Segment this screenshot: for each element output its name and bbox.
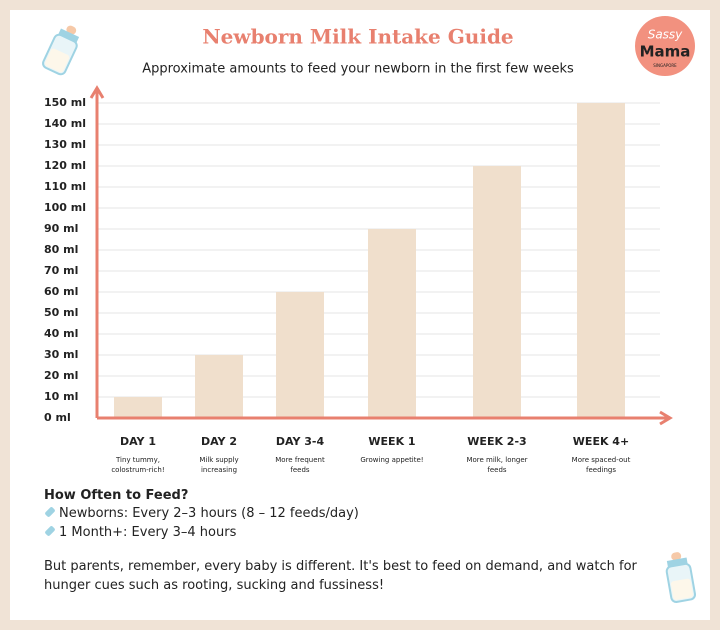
x-tick-label: DAY 1 xyxy=(120,435,156,448)
logo-text: Sassy xyxy=(648,28,683,42)
y-tick-label: 120 ml xyxy=(44,159,86,172)
footer-item: Newborns: Every 2–3 hours (8 – 12 feeds/… xyxy=(44,504,359,523)
y-tick-label: 140 ml xyxy=(44,117,86,130)
footer-heading: How Often to Feed? xyxy=(44,488,189,503)
x-tick-label: DAY 2 xyxy=(201,435,237,448)
y-tick-label: 30 ml xyxy=(44,348,78,361)
bar xyxy=(577,103,625,418)
bottle-icon xyxy=(665,552,697,603)
y-tick-label: 130 ml xyxy=(44,138,86,151)
y-axis-arrow xyxy=(89,85,105,99)
y-tick-label: 0 ml xyxy=(44,411,71,424)
bar xyxy=(368,229,416,418)
y-tick-label: 100 ml xyxy=(44,201,86,214)
title: Newborn Milk Intake Guide xyxy=(202,25,513,49)
y-tick-label: 70 ml xyxy=(44,264,78,277)
bottle-icon xyxy=(42,25,80,76)
category-note: Milk supply xyxy=(199,456,238,464)
x-tick-label: WEEK 1 xyxy=(368,435,415,448)
y-tick-label: 90 ml xyxy=(44,222,78,235)
category-note: More milk, longer xyxy=(466,456,527,464)
footer-item-text: Newborns: Every 2–3 hours (8 – 12 feeds/… xyxy=(59,506,359,521)
category-note: More spaced-out xyxy=(572,456,631,464)
y-tick-label: 110 ml xyxy=(44,180,86,193)
category-note: feedings xyxy=(586,466,616,474)
y-tick-label: 150 ml xyxy=(44,96,86,109)
footer-item: 1 Month+: Every 3–4 hours xyxy=(44,523,236,542)
category-note: Growing appetite! xyxy=(360,456,423,464)
bottle-emoji xyxy=(45,507,55,517)
logo: Sassy Mama SINGAPORE xyxy=(635,16,695,76)
footer-item-text: 1 Month+: Every 3–4 hours xyxy=(59,525,237,540)
logo-text: SINGAPORE xyxy=(653,63,677,68)
x-axis-arrow xyxy=(659,410,673,426)
bar xyxy=(473,166,521,418)
category-note: More frequent xyxy=(275,456,325,464)
subtitle: Approximate amounts to feed your newborn… xyxy=(142,62,574,77)
y-tick-label: 80 ml xyxy=(44,243,78,256)
category-note: colostrum-rich! xyxy=(111,466,164,474)
bar xyxy=(114,397,162,418)
bar xyxy=(276,292,324,418)
y-tick-label: 20 ml xyxy=(44,369,78,382)
x-tick-label: DAY 3-4 xyxy=(276,435,325,448)
bottle-emoji xyxy=(45,526,55,536)
category-note: feeds xyxy=(487,466,507,474)
category-note: feeds xyxy=(290,466,310,474)
y-tick-label: 10 ml xyxy=(44,390,78,403)
logo-circle xyxy=(635,16,695,76)
y-tick-label: 60 ml xyxy=(44,285,78,298)
category-note: increasing xyxy=(201,466,237,474)
x-tick-label: WEEK 2-3 xyxy=(467,435,526,448)
bar xyxy=(195,355,243,418)
x-tick-label: WEEK 4+ xyxy=(573,435,629,448)
footer-note: But parents, remember, every baby is dif… xyxy=(44,559,637,593)
category-note: Tiny tummy, xyxy=(115,456,160,464)
logo-text: Mama xyxy=(640,43,691,61)
y-tick-label: 50 ml xyxy=(44,306,78,319)
y-tick-label: 40 ml xyxy=(44,327,78,340)
